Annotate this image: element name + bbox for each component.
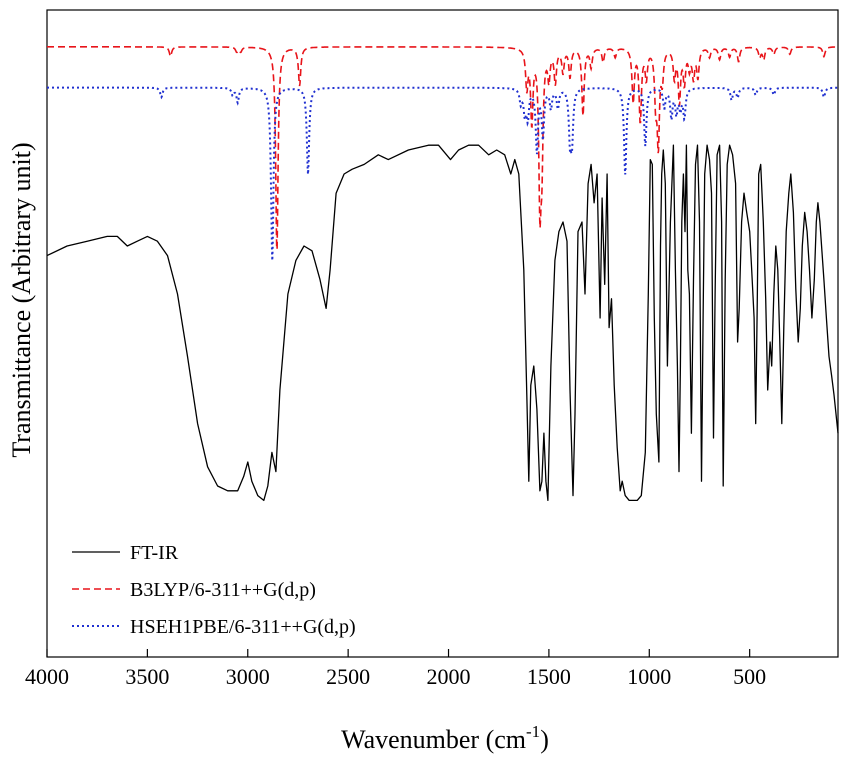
series-b3lyp-line <box>47 46 838 251</box>
plot-frame <box>46 9 839 658</box>
x-tick-label-2500: 2500 <box>326 664 370 689</box>
y-axis-title: Transmittance (Arbitrary unit) <box>7 142 36 457</box>
x-axis-title-suffix: ) <box>540 725 549 754</box>
legend: FT-IR B3LYP/6-311++G(d,p) HSEH1PBE/6-311… <box>72 542 356 638</box>
x-axis-ticks: 4000 3500 3000 2500 2000 1500 1000 500 <box>25 649 766 689</box>
x-tick-label-3000: 3000 <box>226 664 270 689</box>
x-tick-label-2000: 2000 <box>427 664 471 689</box>
x-axis-title-main: Wavenumber (cm <box>341 725 526 754</box>
x-tick-label-1500: 1500 <box>527 664 571 689</box>
x-tick-label-500: 500 <box>733 664 766 689</box>
x-axis-title: Wavenumber (cm-1) <box>341 722 549 754</box>
series-layer <box>46 46 839 502</box>
legend-label-b3lyp: B3LYP/6-311++G(d,p) <box>130 579 316 601</box>
x-tick-label-4000: 4000 <box>25 664 69 689</box>
x-tick-label-1000: 1000 <box>627 664 671 689</box>
x-axis-title-superscript: -1 <box>526 722 540 741</box>
legend-label-hseh1pbe: HSEH1PBE/6-311++G(d,p) <box>130 616 356 638</box>
x-tick-label-3500: 3500 <box>125 664 169 689</box>
series-ftir-line <box>46 144 839 502</box>
legend-label-ftir: FT-IR <box>130 542 179 564</box>
series-hseh1pbe-line <box>47 86 838 261</box>
